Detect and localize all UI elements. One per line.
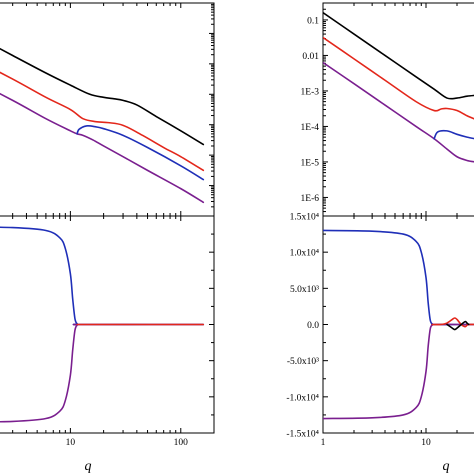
x-tick-label: 10	[66, 438, 76, 448]
y-tick-label: 1.5x10⁴	[290, 213, 320, 223]
y-tick-label: 0.0	[307, 321, 319, 331]
series-group	[0, 47, 205, 204]
series-line-red	[323, 36, 474, 120]
y-tick-label: -1.0x10⁴	[286, 393, 319, 403]
y-tick-label: 1E-3	[301, 87, 320, 97]
x-tick-label: 1	[321, 438, 326, 448]
series-line-black	[0, 47, 205, 146]
y-tick-label: 0.1	[307, 16, 319, 26]
series-line-red	[431, 317, 474, 328]
series-group	[323, 229, 474, 420]
y-tick-label: 1E-5	[301, 158, 320, 168]
series-line-blue	[323, 229, 474, 326]
x-tick-label: 10	[421, 438, 431, 448]
x-axis-title-right: q	[443, 459, 450, 474]
panel-bottom-right: 1 10 1.5x10⁴ 1.0x10⁴ 5.0x10³ 0.0 -5.0x10³ -1.0x…	[286, 213, 474, 448]
series-line-purple	[0, 323, 205, 423]
series-line-black	[323, 11, 474, 100]
panel-top-left	[0, 2, 215, 217]
y-tick-label: 1E-6	[301, 194, 320, 204]
y-tick-label: 1E-4	[301, 123, 320, 133]
panel-bottom-left: 10 100	[0, 215, 215, 448]
panel-top-right: 0.1 0.01 1E-3 1E-4 1E-5 1E-6	[301, 2, 474, 217]
y-tick-label: -5.0x10³	[287, 357, 319, 367]
y-tick-label: -1.5x10⁴	[286, 430, 319, 440]
series-line-blue	[433, 129, 474, 140]
series-line-black	[446, 320, 470, 331]
series-line-blue	[0, 226, 205, 326]
series-group	[0, 226, 205, 423]
series-line-purple	[323, 61, 474, 163]
y-tick-label: 5.0x10³	[290, 285, 319, 295]
y-tick-label: 1.0x10⁴	[290, 249, 320, 259]
series-line-purple	[0, 92, 205, 204]
series-line-purple	[323, 323, 474, 420]
x-axis-title-left: q	[85, 459, 92, 474]
plot-frame	[0, 2, 215, 217]
series-line-blue	[76, 125, 205, 181]
series-line-red	[0, 71, 205, 172]
series-group	[323, 11, 474, 163]
y-tick-label: 0.01	[302, 52, 319, 62]
x-tick-label: 100	[174, 438, 189, 448]
